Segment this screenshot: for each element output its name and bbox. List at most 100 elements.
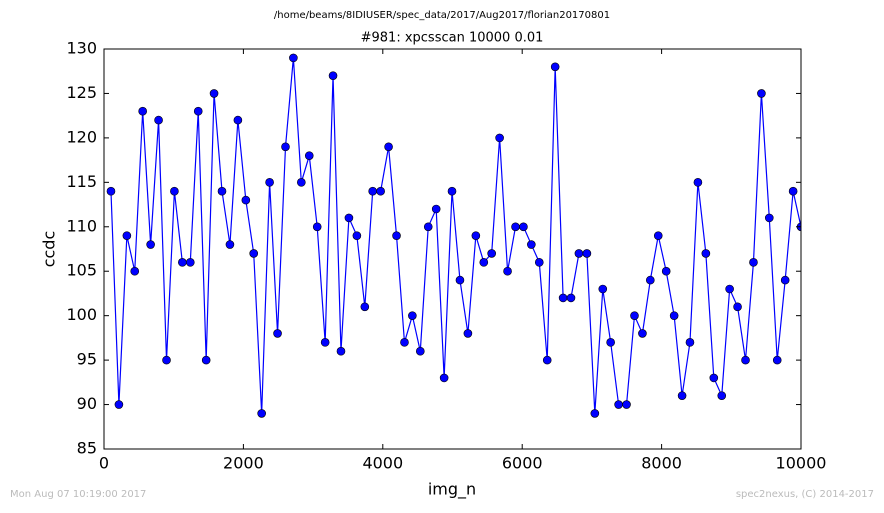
data-point: [392, 231, 401, 240]
data-point: [550, 62, 560, 72]
data-point: [265, 178, 274, 187]
data-point: [479, 258, 489, 267]
data-point: [400, 338, 409, 347]
data-point: [590, 409, 600, 418]
data-point: [455, 275, 465, 285]
data-point: [503, 266, 512, 276]
data-point: [630, 311, 639, 320]
y-tick-label: 85: [77, 439, 97, 458]
data-point: [709, 373, 719, 383]
data-point: [233, 115, 243, 125]
footer-left: Mon Aug 07 10:19:00 2017: [10, 489, 146, 500]
data-point: [749, 258, 758, 267]
data-point: [193, 106, 203, 116]
data-point: [598, 284, 608, 294]
data-point: [138, 106, 147, 116]
data-point: [542, 355, 552, 365]
x-tick-label: 0: [99, 454, 109, 473]
y-axis-label: ccdc: [40, 231, 59, 268]
data-point: [511, 222, 520, 232]
data-point: [693, 178, 703, 187]
data-point: [328, 71, 338, 80]
data-point: [249, 249, 259, 258]
data-point: [304, 151, 314, 160]
data-point: [733, 302, 742, 312]
data-point: [606, 338, 615, 347]
data-point: [209, 89, 219, 98]
data-point: [780, 275, 790, 285]
data-point: [106, 186, 116, 196]
x-tick-label: 10000: [776, 454, 827, 473]
data-point: [772, 355, 782, 365]
y-tick-label: 115: [66, 172, 97, 191]
data-point: [312, 222, 322, 232]
data-point: [701, 249, 711, 258]
data-point: [368, 186, 377, 196]
data-point: [273, 329, 282, 338]
data-point: [431, 204, 441, 214]
data-point: [146, 240, 155, 249]
data-point: [638, 329, 647, 338]
data-line: [110, 57, 801, 414]
data-point: [154, 115, 163, 125]
data-point: [162, 355, 171, 365]
data-point: [376, 186, 385, 196]
data-point: [178, 258, 187, 267]
data-point: [717, 391, 727, 400]
data-point: [217, 186, 227, 196]
y-tick-label: 105: [66, 261, 97, 280]
data-point: [122, 231, 132, 240]
data-point: [439, 373, 449, 383]
y-tick-label: 120: [66, 127, 97, 146]
data-point: [130, 266, 140, 276]
data-point: [225, 240, 235, 249]
data-point: [519, 222, 528, 232]
data-point: [614, 400, 623, 409]
data-point: [574, 249, 584, 258]
chart-title: #981: xpcsscan 10000 0.01: [361, 31, 544, 46]
data-point: [289, 53, 298, 63]
data-point: [201, 355, 211, 365]
data-point: [297, 178, 306, 187]
data-point: [281, 142, 290, 152]
data-point: [566, 293, 576, 303]
x-tick-label: 2000: [223, 454, 264, 473]
data-point: [764, 213, 774, 223]
data-point: [447, 186, 457, 196]
data-point: [471, 231, 481, 240]
footer-right: spec2nexus, (C) 2014-2017: [736, 489, 874, 500]
data-point: [408, 311, 417, 320]
y-tick-label: 130: [66, 39, 97, 58]
data-point: [423, 222, 433, 232]
data-point: [582, 249, 592, 258]
plot-area: [106, 53, 801, 418]
y-tick-label: 95: [77, 350, 97, 369]
suptitle: /home/beams/8IDIUSER/spec_data/2017/Aug2…: [274, 10, 610, 21]
data-point: [741, 355, 750, 365]
data-point: [669, 311, 679, 320]
data-point: [495, 133, 504, 143]
y-tick-label: 110: [66, 216, 97, 235]
data-point: [788, 186, 798, 196]
x-axis-label: img_n: [428, 480, 476, 500]
data-point: [527, 240, 536, 249]
data-point: [352, 231, 362, 240]
data-point: [360, 302, 370, 312]
data-point: [534, 258, 544, 267]
data-point: [646, 275, 655, 285]
data-point: [677, 391, 687, 400]
data-point: [384, 142, 393, 152]
y-tick-label: 125: [66, 83, 97, 102]
data-point: [757, 89, 766, 98]
data-point: [685, 338, 695, 347]
data-point: [487, 249, 496, 258]
data-point: [241, 195, 251, 205]
y-tick-label: 100: [66, 305, 97, 324]
data-point: [170, 186, 179, 196]
axes-frame: [103, 48, 802, 450]
data-point: [463, 329, 473, 338]
data-point: [336, 346, 346, 356]
data-point: [653, 231, 663, 240]
